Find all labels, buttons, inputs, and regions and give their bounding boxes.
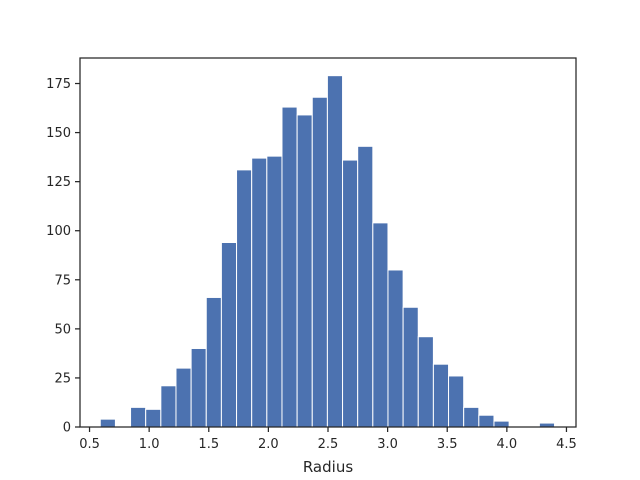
x-tick-label: 0.5 bbox=[79, 437, 100, 452]
y-tick-label: 150 bbox=[46, 126, 71, 141]
histogram-bar bbox=[220, 242, 238, 428]
histogram-bar bbox=[326, 75, 344, 428]
histogram-bar bbox=[432, 363, 450, 428]
histogram-bar bbox=[357, 145, 374, 428]
x-axis-label: Radius bbox=[303, 458, 353, 476]
histogram-bar bbox=[175, 367, 192, 428]
histogram-bar bbox=[402, 306, 419, 428]
histogram-bar bbox=[236, 169, 253, 428]
histogram-bar bbox=[266, 155, 283, 428]
x-tick-label: 2.0 bbox=[258, 437, 279, 452]
histogram-bar bbox=[251, 157, 268, 428]
y-tick-label: 25 bbox=[54, 371, 71, 386]
x-tick-label: 4.5 bbox=[556, 437, 577, 452]
y-tick-label: 50 bbox=[54, 322, 71, 337]
y-axis-ticks: 0 25 50 75 100 125 150 175 bbox=[46, 77, 80, 436]
histogram-bar bbox=[448, 375, 465, 428]
x-tick-label: 1.0 bbox=[139, 437, 160, 452]
x-tick-label: 2.5 bbox=[318, 437, 339, 452]
histogram-bar bbox=[342, 159, 359, 428]
histogram-bar bbox=[417, 336, 434, 428]
histogram-bar bbox=[160, 385, 177, 428]
histogram-bar bbox=[311, 96, 328, 428]
histogram-bar bbox=[205, 296, 222, 428]
y-tick-label: 175 bbox=[46, 77, 71, 92]
histogram-bar bbox=[493, 420, 510, 428]
y-tick-label: 0 bbox=[63, 421, 71, 436]
x-axis-ticks: 0.5 1.0 1.5 2.0 2.5 3.0 3.5 4.0 4.5 bbox=[79, 427, 577, 452]
histogram-bar bbox=[130, 406, 147, 428]
plot-frame bbox=[79, 57, 577, 428]
y-tick-label: 125 bbox=[46, 175, 71, 190]
histogram-bar bbox=[145, 408, 162, 428]
histogram-bar bbox=[296, 114, 313, 428]
histogram-bar bbox=[190, 347, 207, 428]
x-tick-label: 1.5 bbox=[198, 437, 219, 452]
histogram-bar bbox=[387, 269, 404, 428]
x-tick-label: 3.5 bbox=[437, 437, 458, 452]
x-tick-label: 3.0 bbox=[377, 437, 398, 452]
histogram-bar bbox=[281, 106, 298, 428]
y-tick-label: 100 bbox=[46, 224, 71, 239]
histogram-bar bbox=[372, 222, 389, 428]
histogram-bar bbox=[463, 406, 480, 428]
histogram-bar bbox=[478, 414, 495, 428]
histogram-bars bbox=[99, 75, 556, 428]
y-tick-label: 75 bbox=[54, 273, 71, 288]
histogram-bar bbox=[99, 418, 116, 428]
x-tick-label: 4.0 bbox=[497, 437, 518, 452]
